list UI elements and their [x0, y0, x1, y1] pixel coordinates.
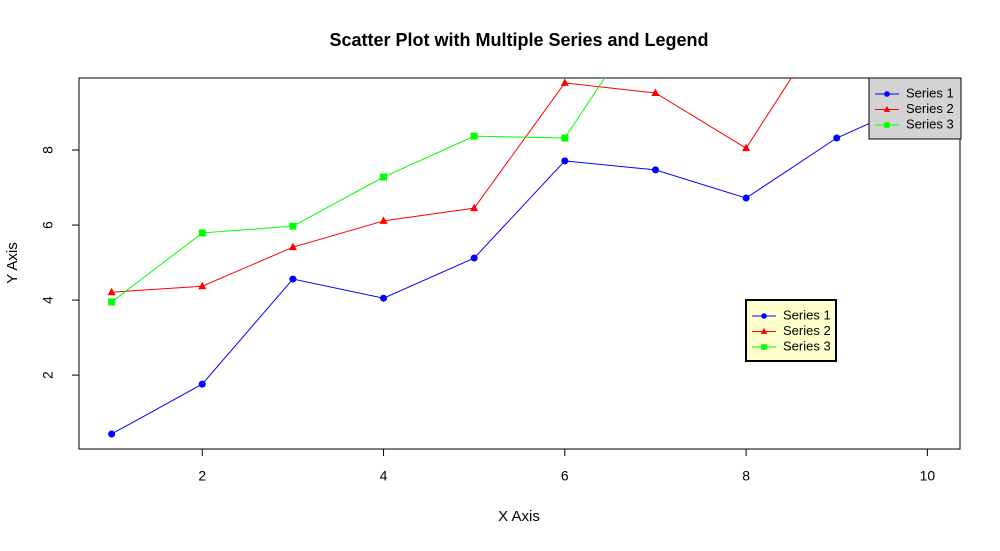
y-tick-label: 8 — [40, 146, 56, 154]
plot-frame — [78, 77, 961, 450]
marker — [198, 380, 206, 388]
marker — [289, 222, 297, 230]
marker — [833, 3, 841, 11]
marker — [470, 254, 478, 262]
marker — [742, 194, 750, 202]
marker — [884, 122, 890, 128]
legend-label: Series 3 — [906, 116, 954, 131]
marker — [760, 327, 768, 334]
marker — [742, 143, 751, 152]
y-tick-label: 4 — [40, 296, 56, 304]
marker — [561, 134, 569, 142]
legend-label: Series 1 — [783, 307, 831, 322]
plot-area — [107, 0, 931, 438]
marker — [470, 132, 478, 140]
marker — [379, 216, 388, 224]
marker — [884, 91, 890, 97]
x-tick-label: 8 — [742, 468, 750, 484]
series-line — [111, 97, 928, 435]
marker — [380, 294, 388, 302]
marker — [107, 287, 116, 296]
x-tick-label: 4 — [380, 468, 388, 484]
marker — [761, 344, 767, 350]
y-tick-label: 2 — [40, 371, 56, 379]
marker — [761, 313, 767, 319]
marker — [288, 242, 297, 251]
marker — [198, 229, 206, 237]
legend-box — [745, 299, 837, 362]
marker — [108, 430, 116, 438]
chart-title: Scatter Plot with Multiple Series and Le… — [329, 30, 708, 50]
x-tick-label: 2 — [198, 468, 206, 484]
legend-label: Series 3 — [783, 338, 831, 353]
y-axis-label: Y Axis — [4, 242, 21, 283]
marker — [883, 105, 891, 112]
x-tick-label: 10 — [920, 468, 936, 484]
marker — [651, 88, 660, 97]
series-line — [111, 78, 792, 293]
marker — [198, 281, 207, 290]
marker — [380, 173, 388, 181]
marker — [652, 0, 659, 5]
marker — [470, 203, 479, 212]
marker — [561, 157, 569, 165]
legend-label: Series 2 — [783, 323, 831, 338]
x-tick-label: 6 — [561, 468, 569, 484]
marker — [108, 298, 116, 306]
legend-box — [868, 77, 962, 140]
marker — [651, 166, 659, 174]
legend-label: Series 2 — [906, 101, 954, 116]
legend-label: Series 1 — [906, 85, 954, 100]
marker — [560, 78, 569, 86]
y-tick-label: 6 — [40, 221, 56, 229]
x-axis-label: X Axis — [498, 508, 540, 525]
marker — [833, 134, 841, 142]
marker — [289, 275, 297, 283]
series-line — [111, 78, 606, 303]
